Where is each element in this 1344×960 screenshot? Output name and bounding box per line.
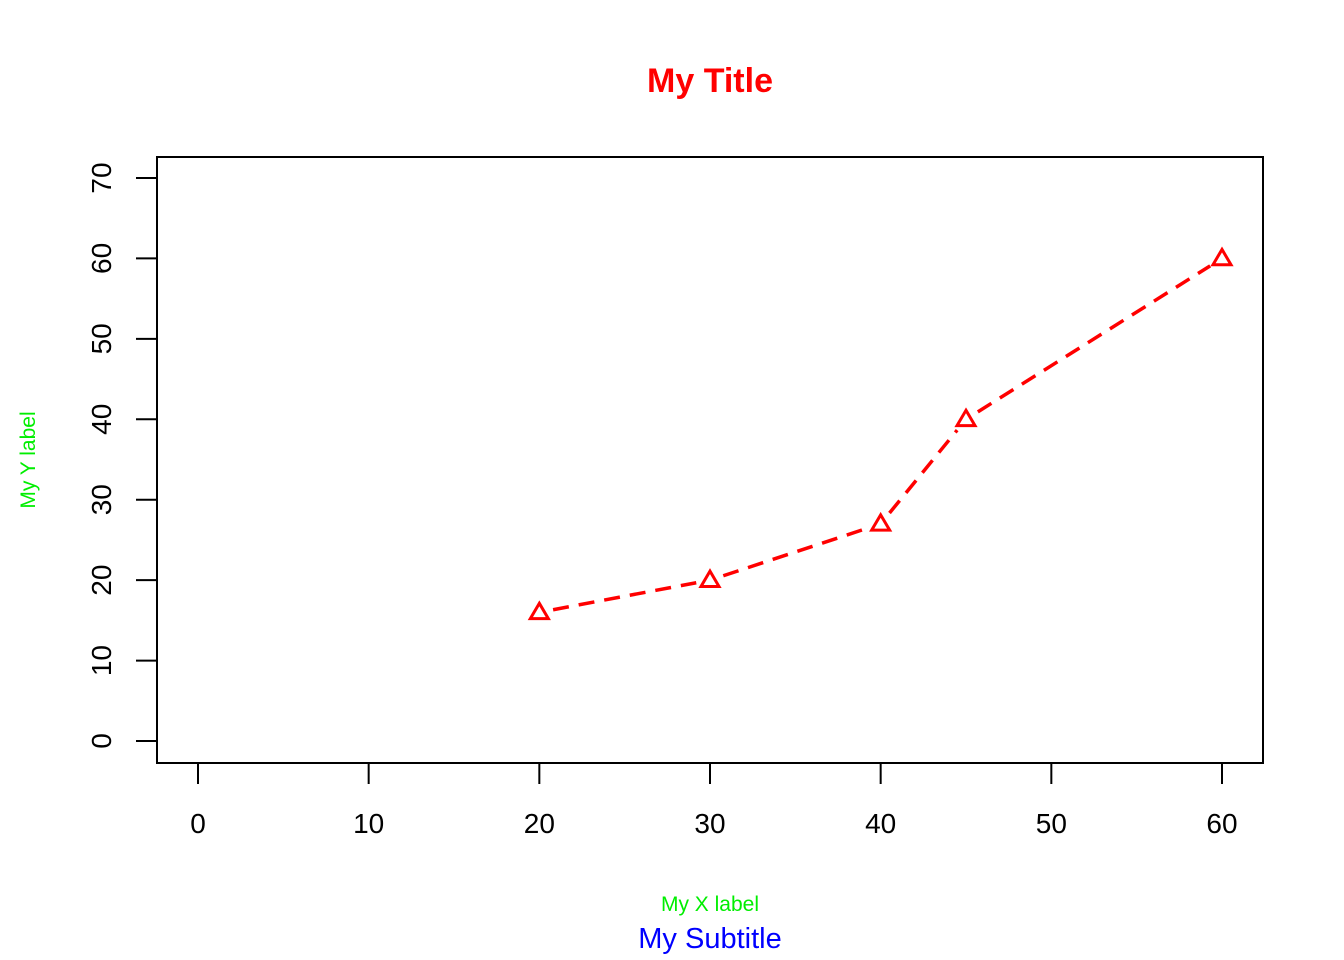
data-point-marker [954, 407, 978, 428]
y-tick-label: 50 [86, 323, 117, 354]
x-tick-label: 0 [190, 808, 206, 839]
chart-title: My Title [647, 62, 773, 100]
plot-frame [156, 156, 1264, 764]
x-tick-label: 10 [353, 808, 384, 839]
data-point-marker [698, 568, 722, 588]
y-tick-label: 0 [86, 733, 117, 749]
data-point-marker [527, 600, 551, 621]
x-tick-label: 20 [524, 808, 555, 839]
chart-subtitle: My Subtitle [638, 923, 781, 955]
y-tick-label: 40 [86, 404, 117, 435]
series-layer [527, 246, 1234, 621]
y-tick-label: 70 [86, 162, 117, 193]
x-tick-label: 40 [865, 808, 896, 839]
y-axis: 0 10 20 30 40 50 60 70 [86, 162, 158, 749]
y-tick-label: 20 [86, 565, 117, 596]
x-axis: 0 10 20 30 40 50 60 [190, 762, 1238, 839]
x-tick-label: 30 [694, 808, 725, 839]
x-axis-label: My X label [661, 893, 759, 916]
x-tick-label: 60 [1206, 808, 1237, 839]
series-line-segment [552, 581, 697, 612]
data-point-marker [1210, 246, 1234, 267]
data-point-marker [869, 511, 893, 532]
y-tick-label: 10 [86, 645, 117, 676]
series-line-segment [976, 264, 1212, 414]
series-line-segment [888, 429, 959, 515]
y-axis-label: My Y label [17, 411, 40, 508]
y-tick-label: 60 [86, 243, 117, 274]
series-line-segment [722, 526, 868, 578]
y-tick-label: 30 [86, 484, 117, 515]
x-tick-label: 50 [1036, 808, 1067, 839]
